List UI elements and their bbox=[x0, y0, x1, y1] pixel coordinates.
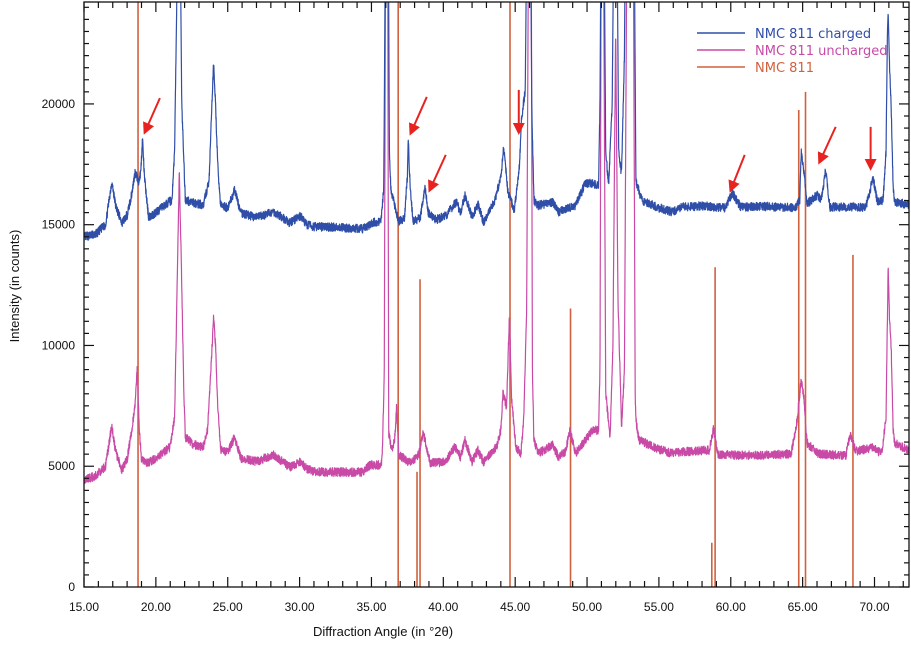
legend-label-charged: NMC 811 charged bbox=[755, 27, 871, 42]
plot-frame bbox=[83, 1, 910, 588]
x-tick-label: 50.00 bbox=[572, 600, 602, 614]
y-tick-label: 0 bbox=[68, 580, 75, 594]
axes bbox=[83, 1, 910, 588]
y-tick-label: 10000 bbox=[42, 338, 76, 352]
tick-labels: 15.00 20.00 25.00 30.00 35.00 40.00 45.00 50.00… bbox=[42, 97, 890, 614]
reference-sticks bbox=[137, 2, 854, 587]
annotation-arrow bbox=[143, 97, 161, 135]
legend-label-uncharged: NMC 811 uncharged bbox=[755, 44, 888, 59]
x-tick-label: 45.00 bbox=[500, 600, 530, 614]
y-tick-label: 5000 bbox=[48, 459, 75, 473]
x-tick-label: 30.00 bbox=[285, 600, 315, 614]
y-tick-label: 20000 bbox=[42, 97, 76, 111]
annotation-arrows bbox=[143, 89, 877, 193]
x-tick-label: 20.00 bbox=[141, 600, 171, 614]
legend: NMC 811 charged NMC 811 uncharged NMC 81… bbox=[697, 27, 888, 76]
y-axis-title: Intensity (in counts) bbox=[7, 230, 22, 343]
series-lines bbox=[84, 2, 909, 485]
series-line-uncharged bbox=[84, 2, 909, 485]
x-tick-label: 15.00 bbox=[69, 600, 99, 614]
annotation-arrow bbox=[728, 154, 746, 193]
annotation-arrow bbox=[817, 126, 837, 165]
series-line-charged bbox=[84, 2, 909, 242]
y-tick-label: 15000 bbox=[42, 218, 76, 232]
x-tick-label: 55.00 bbox=[644, 600, 674, 614]
x-tick-label: 65.00 bbox=[788, 600, 818, 614]
x-tick-label: 25.00 bbox=[213, 600, 243, 614]
annotation-arrow bbox=[409, 96, 428, 136]
legend-label-reference: NMC 811 bbox=[755, 61, 814, 76]
x-tick-label: 70.00 bbox=[859, 600, 889, 614]
x-tick-label: 35.00 bbox=[356, 600, 386, 614]
x-tick-label: 40.00 bbox=[428, 600, 458, 614]
annotation-arrow bbox=[428, 154, 447, 193]
x-tick-label: 60.00 bbox=[716, 600, 746, 614]
x-axis-title: Diffraction Angle (in °2θ) bbox=[313, 624, 453, 639]
